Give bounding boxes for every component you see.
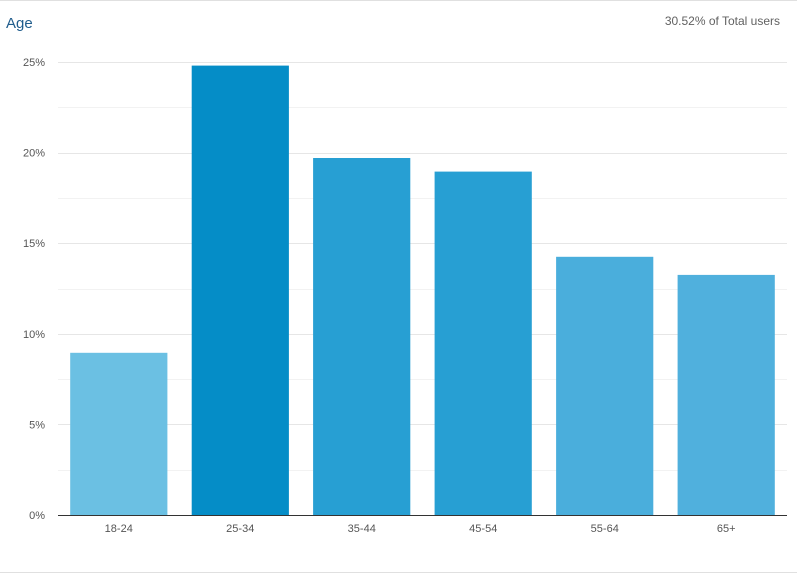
total-users-share: 30.52% of Total users bbox=[664, 14, 780, 28]
bar-55-64[interactable] bbox=[556, 256, 654, 515]
x-tick-label: 35-44 bbox=[348, 523, 376, 535]
bar-35-44[interactable] bbox=[313, 158, 411, 515]
y-tick-label: 5% bbox=[29, 419, 45, 431]
y-tick-label: 25% bbox=[23, 57, 45, 69]
y-tick-label: 20% bbox=[23, 148, 45, 160]
y-tick-label: 15% bbox=[23, 238, 45, 250]
x-tick-label: 45-54 bbox=[469, 523, 497, 535]
bar-25-34[interactable] bbox=[191, 65, 289, 515]
bar-65+[interactable] bbox=[677, 274, 775, 515]
x-tick-label: 18-24 bbox=[105, 523, 133, 535]
y-tick-label: 10% bbox=[23, 329, 45, 341]
x-tick-label: 25-34 bbox=[226, 523, 254, 535]
chart-title[interactable]: Age bbox=[6, 15, 33, 32]
bar-45-54[interactable] bbox=[434, 171, 532, 515]
bar-18-24[interactable] bbox=[70, 352, 168, 515]
x-tick-label: 55-64 bbox=[591, 523, 619, 535]
x-tick-label: 65+ bbox=[717, 523, 736, 535]
y-tick-label: 0% bbox=[29, 510, 45, 522]
